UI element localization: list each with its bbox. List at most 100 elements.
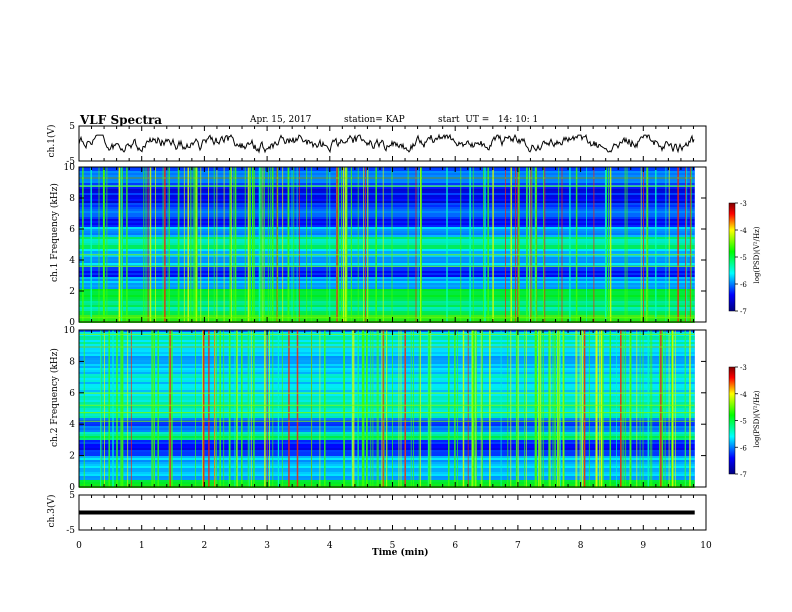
station-label: station= KAP: [344, 115, 405, 125]
ch1-spectrogram-freq-band: [79, 215, 695, 217]
x-tick-label: 4: [327, 541, 333, 551]
ch1-spectrogram-freq-band: [79, 263, 695, 265]
ch1-spectrogram-freq-band: [79, 309, 695, 311]
ch1-spectrogram-freq-band: [79, 273, 695, 275]
colorbar2-label: log(PSD)(V²/Hz): [753, 390, 761, 448]
ch1-spectrogram-freq-band: [79, 175, 695, 177]
y-tick-label: 0: [69, 483, 75, 493]
ch1-spectrogram-freq-band: [79, 173, 695, 175]
ch1-spectrogram-freq-band: [79, 295, 695, 297]
ch1-spectrogram-freq-band: [79, 181, 695, 183]
x-tick-label: 6: [452, 541, 458, 551]
ch1-spectrogram-freq-band: [79, 195, 695, 197]
ch2-spectrogram-ylabel: ch.2 Frequency (kHz): [50, 348, 60, 447]
ch1-spectrogram-freq-band: [79, 281, 695, 283]
ch1-spectrogram-freq-band: [79, 305, 695, 307]
x-tick-label: 1: [139, 541, 145, 551]
ch1-spectrogram-freq-band: [79, 307, 695, 309]
ch1-spectrogram-freq-band: [79, 299, 695, 301]
ch1-spectrogram-freq-band: [79, 235, 695, 237]
ch1-spectrogram-freq-band: [79, 267, 695, 269]
ch1-spectrogram-freq-band: [79, 271, 695, 273]
ch1-spectrogram-freq-band: [79, 233, 695, 235]
colorbar-tick-label: -3: [740, 364, 747, 372]
ch1-spectrogram-freq-band: [79, 205, 695, 207]
y-tick-label: -5: [66, 526, 75, 536]
ch1-spectrogram-freq-band: [79, 199, 695, 201]
ch1-spectrogram-freq-band: [79, 313, 695, 315]
ch1-spectrogram-freq-band: [79, 311, 695, 313]
x-tick-label: 8: [578, 541, 584, 551]
ch1-spectrogram-freq-band: [79, 169, 695, 171]
ch1-spectrogram-freq-band: [79, 209, 695, 211]
ch1-spectrogram-freq-band: [79, 171, 695, 173]
y-tick-label: 4: [69, 256, 75, 266]
ch1-spectrogram-freq-band: [79, 285, 695, 287]
colorbar-tick-label: -4: [740, 391, 747, 399]
ch1-spectrogram-freq-band: [79, 243, 695, 245]
ch1-spectrogram-freq-band: [79, 245, 695, 247]
colorbar-tick-label: -5: [740, 254, 747, 262]
y-tick-label: 0: [69, 318, 75, 328]
ch1-spectrogram-freq-band: [79, 203, 695, 205]
ch1-spectrogram-freq-band: [79, 283, 695, 285]
ch1-spectrogram-freq-band: [79, 253, 695, 255]
y-tick-label: 5: [69, 491, 75, 501]
y-tick-label: 5: [69, 122, 75, 132]
ch1-spectrogram-freq-band: [79, 201, 695, 203]
y-tick-label: 2: [69, 452, 75, 462]
ch1-spectrogram-group: [79, 167, 695, 323]
colorbar-tick-label: -7: [740, 471, 747, 479]
y-tick-label: 8: [69, 357, 75, 367]
ch1-spectrogram-freq-band: [79, 213, 695, 215]
ch1-waveform-ylabel: ch.1(V): [47, 124, 57, 158]
colorbar-2: [728, 366, 736, 475]
colorbar-tick-label: -6: [740, 444, 747, 452]
ch1-waveform-group: [78, 133, 695, 154]
ch3-waveform-ylabel: ch.3(V): [47, 494, 57, 528]
ch1-spectrogram-freq-band: [79, 301, 695, 303]
x-tick-label: 9: [640, 541, 646, 551]
colorbar-1: [728, 202, 736, 312]
x-tick-label: 5: [390, 541, 396, 551]
ch1-spectrogram-freq-band: [79, 293, 695, 295]
y-tick-label: 4: [69, 420, 75, 430]
x-tick-label: 2: [202, 541, 208, 551]
x-axis-label: Time (min): [372, 548, 429, 558]
ch1-spectrogram-freq-band: [79, 259, 695, 261]
ch1-spectrogram-freq-band: [79, 179, 695, 181]
ch1-spectrogram-freq-band: [79, 291, 695, 293]
ch1-spectrogram-freq-band: [79, 251, 695, 253]
ch1-spectrogram-freq-band: [79, 261, 695, 263]
ch1-spectrogram-freq-band: [79, 189, 695, 191]
ch1-spectrogram-freq-band: [79, 211, 695, 213]
x-tick-label: 3: [264, 541, 270, 551]
colorbar-tick-label: -3: [740, 200, 747, 208]
ch1-spectrogram-freq-band: [79, 319, 695, 321]
colorbar-tick-label: -6: [740, 281, 747, 289]
ch1-spectrogram-freq-band: [79, 289, 695, 291]
ch1-spectrogram-freq-band: [79, 225, 695, 227]
ch1-spectrogram-freq-band: [79, 315, 695, 317]
ch1-spectrogram-freq-band: [79, 231, 695, 233]
date-label: Apr. 15, 2017: [250, 115, 312, 125]
ch1-spectrogram-freq-band: [79, 277, 695, 279]
ch1-spectrogram-freq-band: [79, 303, 695, 305]
ch1-spectrogram-freq-band: [79, 207, 695, 209]
y-tick-label: 6: [69, 389, 75, 399]
ch1-spectrogram-freq-band: [79, 237, 695, 239]
colorbar-tick-label: -5: [740, 418, 747, 426]
x-tick-label: 7: [515, 541, 521, 551]
ch1-spectrogram-freq-band: [79, 241, 695, 243]
ch1-spectrogram-freq-band: [79, 257, 695, 259]
y-tick-label: 10: [64, 163, 76, 173]
y-tick-label: 6: [69, 225, 75, 235]
ch1-spectrogram-ylabel: ch.1 Frequency (kHz): [50, 183, 60, 282]
ch1-spectrogram-freq-band: [79, 249, 695, 251]
ch1-spectrogram-freq-band: [79, 269, 695, 271]
x-tick-label: 0: [76, 541, 82, 551]
ch1-spectrogram-freq-band: [79, 227, 695, 229]
y-tick-label: 10: [64, 326, 76, 336]
ch1-spectrogram-freq-band: [79, 279, 695, 281]
